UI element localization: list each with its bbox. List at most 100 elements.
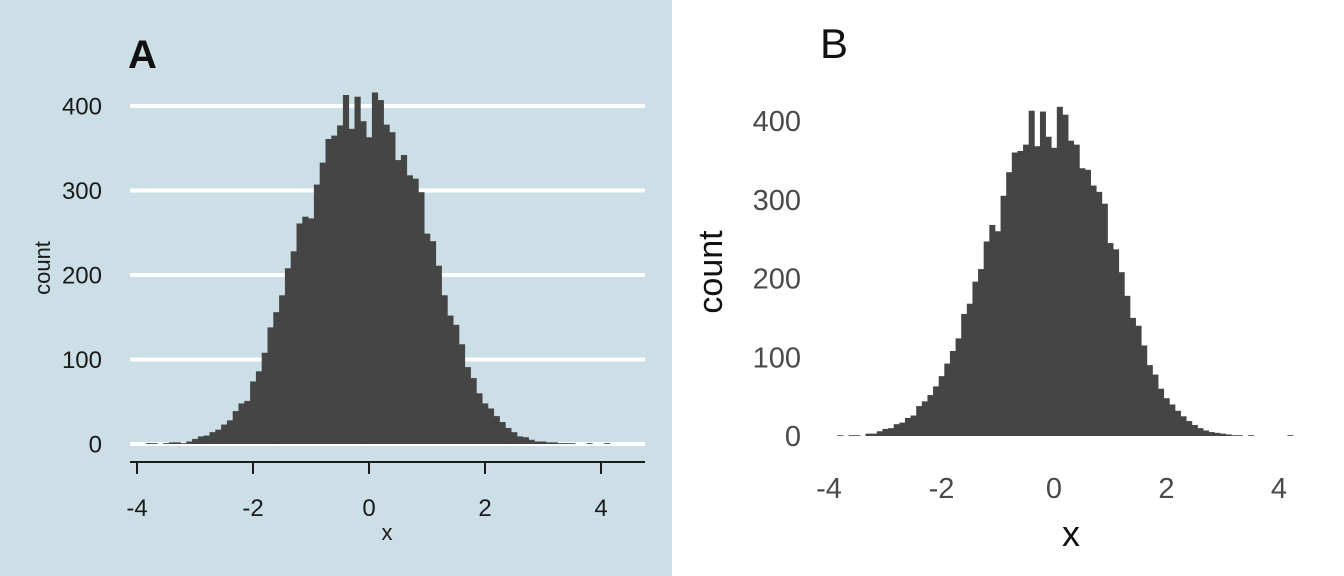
histogram-bar bbox=[1073, 144, 1080, 436]
histogram-bar bbox=[933, 386, 940, 436]
y-tick-label: 300 bbox=[753, 185, 801, 217]
histogram-bar bbox=[551, 442, 558, 444]
histogram-bar bbox=[145, 443, 152, 444]
histogram-bar bbox=[983, 241, 990, 436]
histogram-bar bbox=[453, 324, 460, 444]
histogram-bar bbox=[192, 438, 199, 444]
histogram-bar bbox=[1135, 325, 1142, 436]
y-tick-label: 200 bbox=[753, 264, 801, 296]
histogram-bar bbox=[888, 428, 895, 436]
histogram-bar bbox=[1214, 432, 1221, 436]
histogram-bar bbox=[972, 281, 979, 436]
histogram-bar bbox=[1068, 140, 1075, 436]
histogram-bar bbox=[528, 439, 535, 444]
histogram-bar bbox=[284, 268, 292, 444]
histogram-bar bbox=[1028, 110, 1035, 436]
histogram-bar bbox=[441, 295, 448, 444]
histogram-bar bbox=[1023, 144, 1030, 436]
histogram-bar bbox=[1287, 435, 1294, 437]
y-tick-label: 300 bbox=[62, 178, 102, 205]
histogram-bar bbox=[476, 393, 483, 444]
histogram-bar bbox=[1191, 424, 1198, 436]
histogram-bar bbox=[250, 381, 257, 444]
histogram-bar bbox=[255, 371, 263, 444]
x-tick-label: 2 bbox=[478, 495, 491, 522]
histogram-bar bbox=[458, 344, 466, 444]
histogram-bar bbox=[447, 315, 454, 444]
histogram-bar bbox=[1045, 136, 1052, 436]
histogram-bar bbox=[1107, 243, 1114, 436]
histogram-bar bbox=[994, 231, 1001, 436]
histogram-bar bbox=[331, 135, 338, 444]
panel-b-xlabel: x bbox=[1062, 513, 1080, 554]
histogram-bar bbox=[470, 378, 477, 444]
histogram-bar bbox=[1180, 416, 1187, 436]
histogram-bar bbox=[1236, 435, 1243, 437]
panel-b-label: B bbox=[820, 20, 848, 67]
histogram-bar bbox=[395, 160, 402, 444]
histogram-bar bbox=[1101, 203, 1108, 436]
histogram-bar bbox=[1197, 428, 1204, 436]
histogram-bar bbox=[955, 338, 962, 436]
panel-a-ylabel: count bbox=[30, 241, 55, 295]
histogram-bar bbox=[418, 192, 425, 444]
histogram-bar bbox=[1096, 191, 1103, 436]
histogram-bar bbox=[412, 178, 419, 445]
histogram-bar bbox=[522, 437, 529, 444]
histogram-bar bbox=[482, 403, 489, 444]
histogram-bar bbox=[267, 327, 274, 444]
histogram-bar bbox=[493, 416, 500, 444]
y-tick-label: 400 bbox=[62, 93, 102, 120]
histogram-bar bbox=[1174, 410, 1181, 436]
histogram-bar bbox=[1090, 185, 1097, 436]
histogram-bar bbox=[1062, 114, 1069, 436]
histogram-bar bbox=[226, 420, 234, 444]
histogram-bar bbox=[978, 269, 985, 436]
histogram-bar bbox=[313, 184, 321, 444]
histogram-bar bbox=[1141, 345, 1148, 436]
histogram-bar bbox=[308, 218, 315, 444]
histogram-bar bbox=[1017, 150, 1024, 437]
histogram-bar bbox=[1129, 317, 1136, 436]
x-tick-label: 2 bbox=[1158, 473, 1174, 505]
histogram-bar bbox=[238, 403, 245, 444]
histogram-bar bbox=[232, 411, 239, 444]
y-tick-label: 400 bbox=[753, 106, 801, 138]
panel-a-bars bbox=[145, 92, 611, 445]
histogram-bar bbox=[899, 422, 906, 436]
histogram-bar bbox=[938, 376, 945, 436]
histogram-bar bbox=[569, 443, 576, 444]
histogram-bar bbox=[1000, 195, 1007, 436]
y-tick-label: 100 bbox=[62, 347, 102, 374]
histogram-bar bbox=[319, 162, 326, 445]
histogram-bar bbox=[1225, 434, 1232, 436]
histogram-bar bbox=[337, 125, 344, 444]
histogram-bar bbox=[865, 433, 872, 436]
histogram-bar bbox=[1219, 433, 1226, 436]
histogram-bar bbox=[1169, 404, 1176, 436]
x-tick-label: 0 bbox=[1046, 473, 1062, 505]
histogram-bar bbox=[1039, 111, 1046, 437]
histogram-bar bbox=[180, 443, 187, 444]
histogram-bar bbox=[904, 417, 911, 436]
histogram-bar bbox=[342, 95, 350, 444]
histogram-bar bbox=[603, 443, 611, 444]
histogram-bar bbox=[429, 241, 437, 444]
histogram-bar bbox=[325, 138, 332, 444]
histogram-bar bbox=[383, 124, 390, 444]
histogram-bar bbox=[487, 408, 495, 444]
histogram-bar bbox=[893, 424, 900, 436]
panel-b-bars bbox=[837, 106, 1294, 437]
panel-b-axes: 0 100 200 300 400 -4 -2 0 2 4 bbox=[753, 106, 1287, 505]
histogram-bar bbox=[1084, 169, 1091, 436]
panel-b: 0 100 200 300 400 -4 -2 0 2 4 B x count bbox=[692, 20, 1294, 554]
histogram-bar bbox=[916, 406, 923, 436]
histogram-bar bbox=[435, 265, 442, 444]
x-tick-label: -2 bbox=[929, 473, 955, 505]
histogram-bar bbox=[1118, 272, 1125, 436]
histogram-bar bbox=[534, 441, 541, 444]
x-tick-label: 4 bbox=[594, 495, 607, 522]
y-tick-label: 0 bbox=[785, 421, 801, 453]
histogram-bar bbox=[203, 435, 210, 444]
histogram-bar bbox=[174, 442, 181, 444]
